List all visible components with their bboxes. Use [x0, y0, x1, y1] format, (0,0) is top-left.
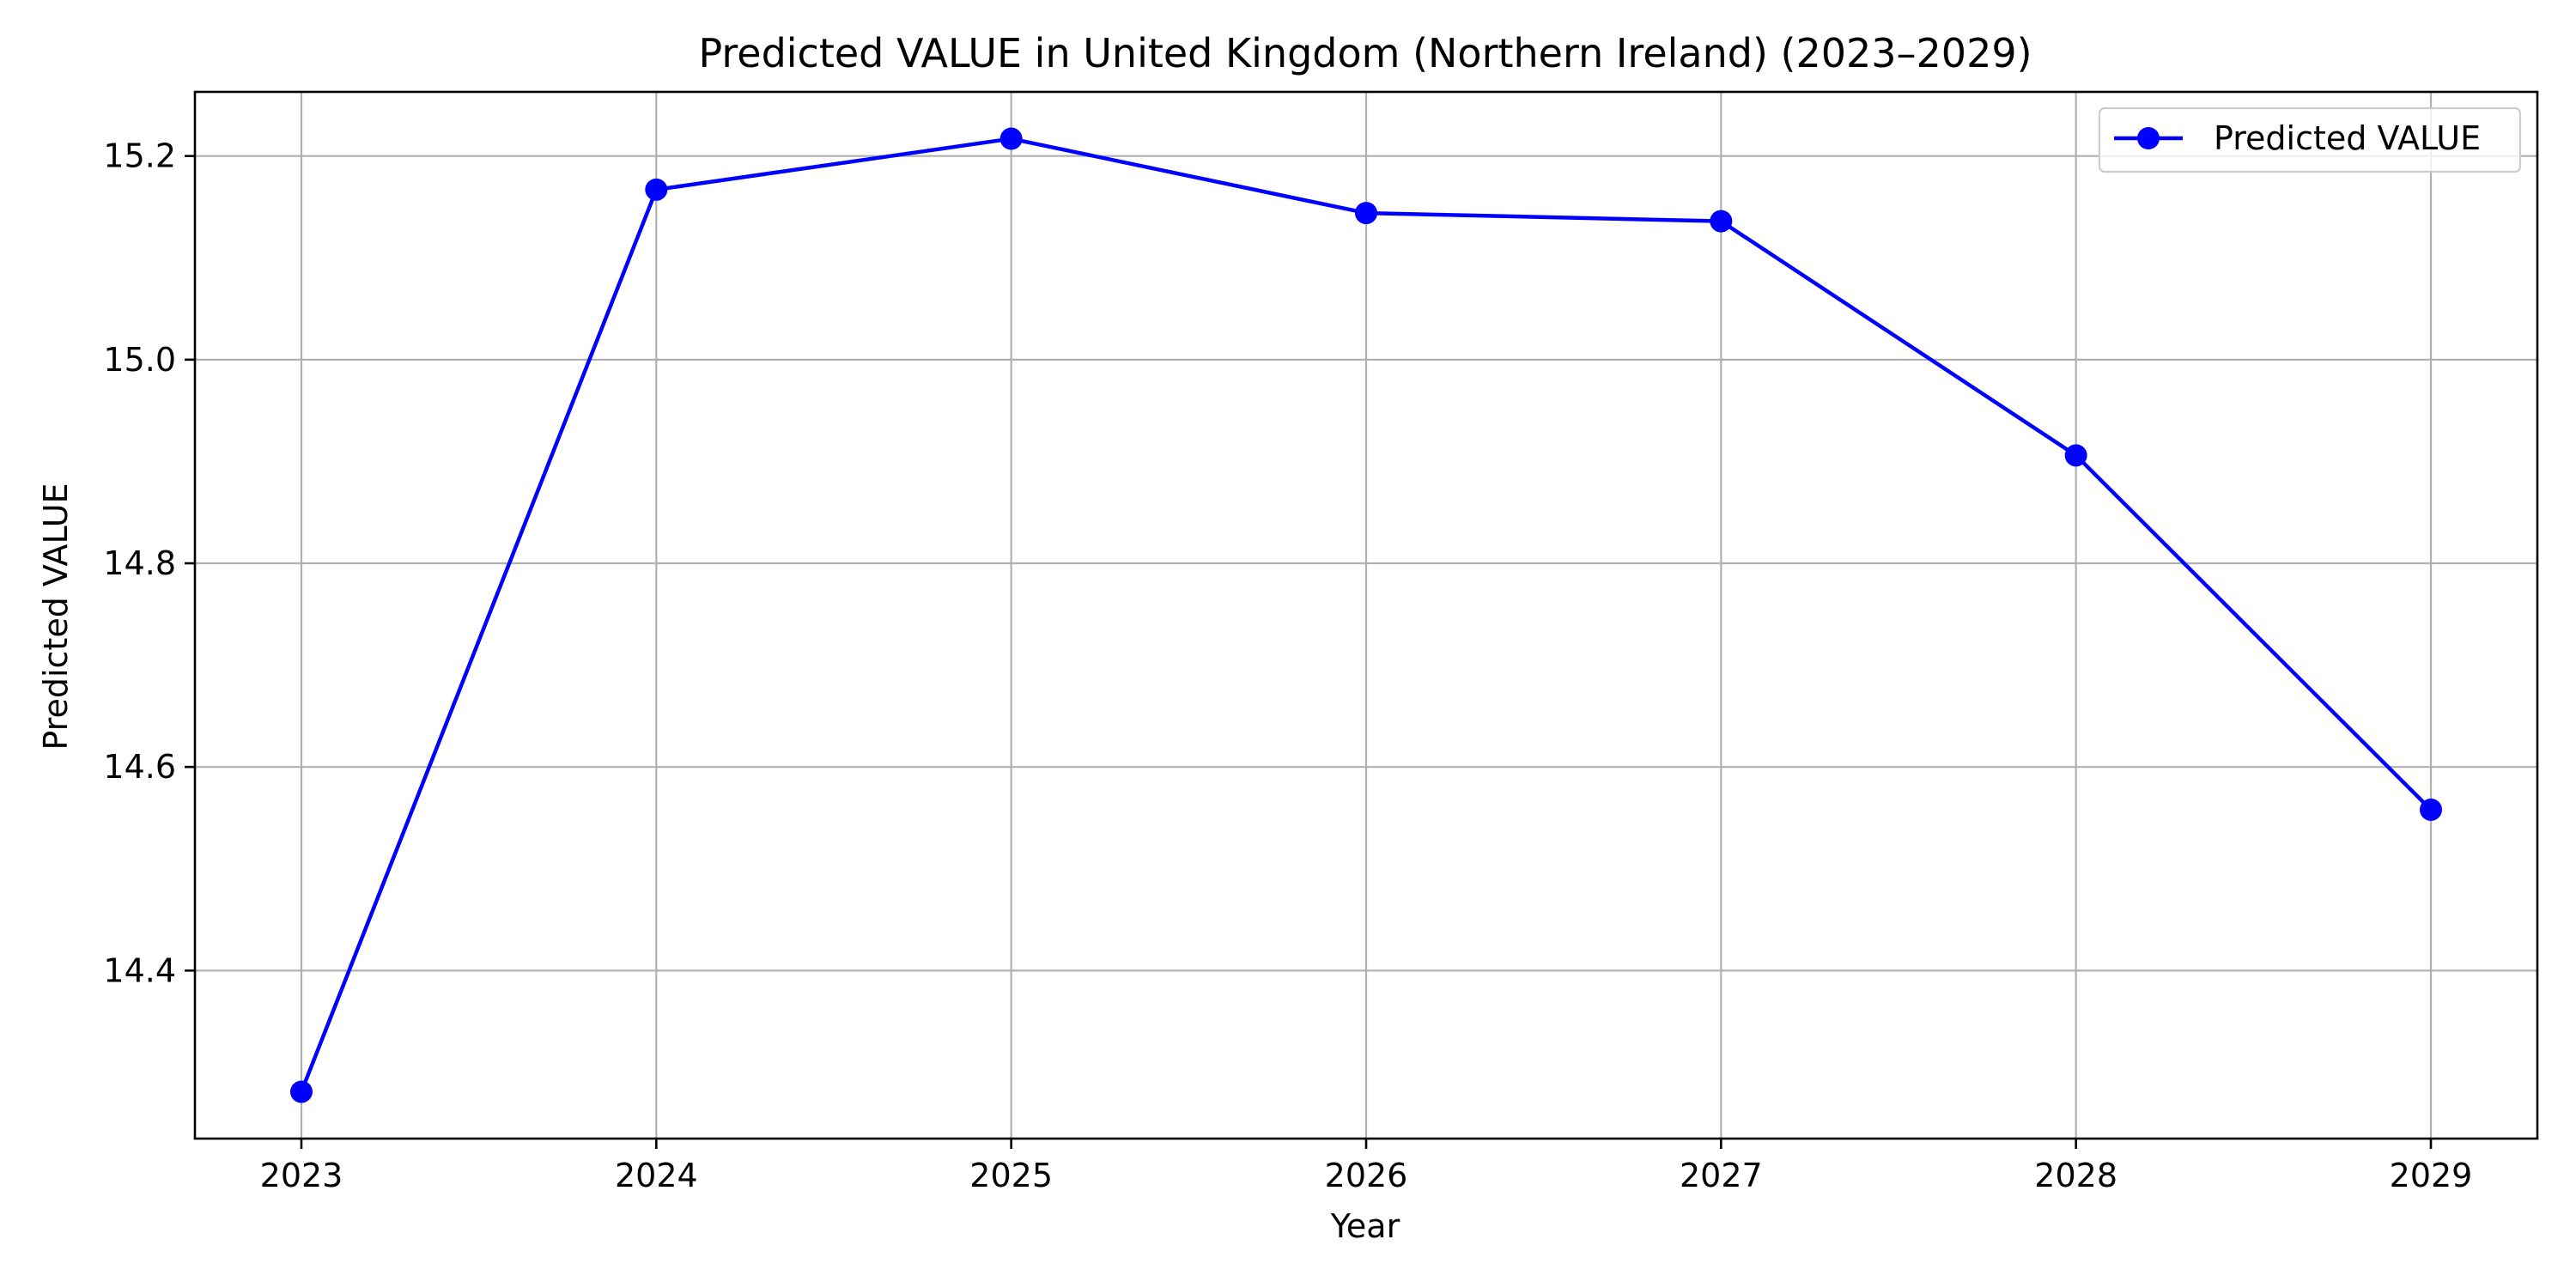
x-tick-label: 2029	[2390, 1157, 2473, 1194]
y-tick-label: 14.8	[103, 544, 176, 582]
series-layer	[290, 127, 2442, 1103]
chart-title: Predicted VALUE in United Kingdom (North…	[698, 30, 2032, 76]
x-tick-label: 2028	[2034, 1157, 2117, 1194]
y-tick-label: 15.0	[103, 341, 176, 379]
y-tick-label: 14.4	[103, 951, 176, 989]
x-tick-label: 2026	[1325, 1157, 1408, 1194]
x-tick-label: 2027	[1680, 1157, 1763, 1194]
y-axis-label: Predicted VALUE	[37, 483, 75, 750]
x-axis-label: Year	[1330, 1207, 1400, 1245]
data-point	[2420, 798, 2442, 821]
x-tick-label: 2024	[615, 1157, 698, 1194]
x-tick-label: 2025	[969, 1157, 1053, 1194]
data-point	[1355, 202, 1377, 225]
grid-layer	[195, 92, 2537, 1139]
data-point	[645, 178, 668, 201]
legend: Predicted VALUE	[2098, 106, 2522, 173]
tick-layer: 2023 2024 2025 2026 2027 2028 2029 14.4 14.6 14.8…	[103, 137, 2472, 1194]
data-point	[2064, 444, 2087, 467]
y-tick-label: 14.6	[103, 748, 176, 786]
legend-point-marker	[2137, 127, 2160, 149]
y-tick-label: 15.2	[103, 137, 176, 175]
x-tick-label: 2023	[260, 1157, 343, 1194]
legend-box	[2098, 106, 2522, 173]
legend-label: Predicted VALUE	[2214, 119, 2481, 157]
data-point	[290, 1080, 313, 1103]
data-point	[999, 127, 1023, 150]
data-point	[1710, 210, 1733, 233]
